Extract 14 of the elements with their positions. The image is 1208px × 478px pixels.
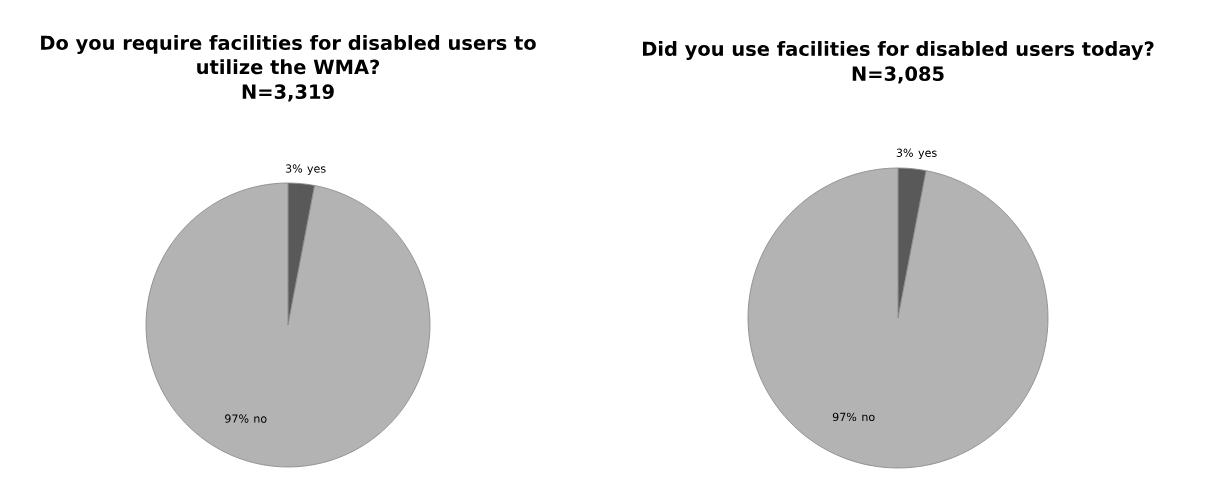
data-label: 97%	[225, 414, 249, 423]
pie-slice	[145, 182, 431, 468]
slice-label: no	[254, 416, 267, 423]
chart-title: Did you use facilities for disabled users today?	[642, 41, 1154, 60]
pie-slice	[747, 167, 1049, 469]
slice-label: yes	[307, 166, 326, 175]
chart-subtitle: N=3,085	[852, 66, 944, 84]
data-label: 3%	[896, 148, 913, 157]
slice-label: no	[862, 414, 875, 422]
slice-label: yes	[918, 150, 937, 160]
chart-title: Do you require facilities for disabled users to utilize the WMA?	[41, 35, 536, 75]
data-label: 3%	[285, 164, 303, 173]
data-label: 97%	[832, 412, 857, 422]
chart-subtitle: N=3,319	[242, 84, 334, 102]
